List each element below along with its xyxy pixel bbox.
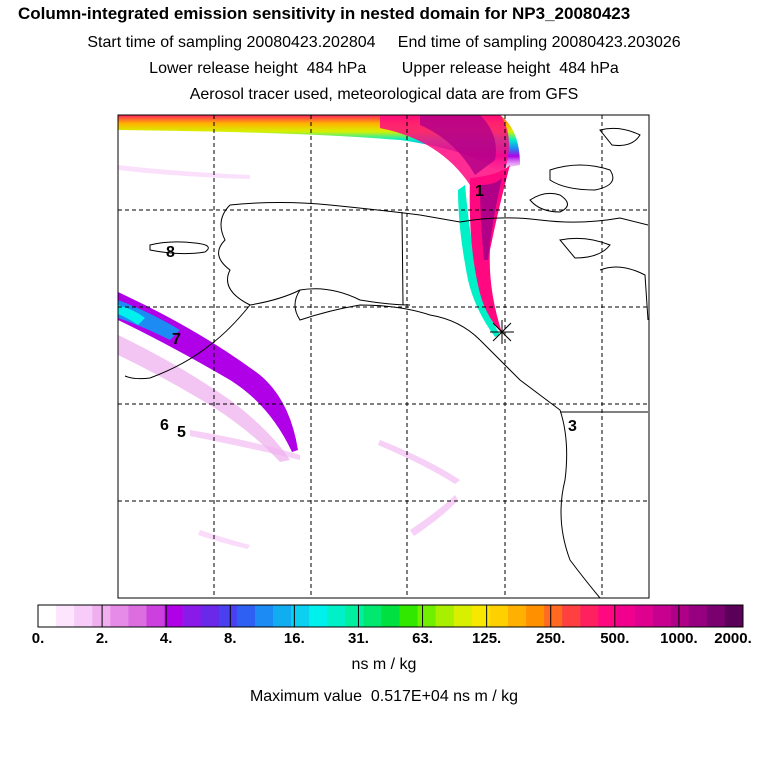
- color-scale-cell: [616, 605, 635, 627]
- plume-west-cyan2: [118, 305, 145, 325]
- sampling-times: Start time of sampling 20080423.202804 E…: [0, 34, 768, 52]
- color-scale-cell: [273, 605, 292, 627]
- faint-streak-2: [378, 440, 460, 484]
- color-scale-cell: [182, 605, 201, 627]
- borders: [401, 211, 648, 413]
- color-scale-cells: [38, 605, 744, 627]
- coastlines: [124, 127, 649, 598]
- color-scale-cell: [706, 605, 726, 627]
- color-scale-tick-label: 125.: [472, 630, 502, 647]
- start-time: Start time of sampling 20080423.202804: [87, 34, 376, 51]
- faint-streak-1: [190, 430, 300, 460]
- color-scale-tick-label: 2000.: [714, 630, 752, 647]
- color-scale-cell: [345, 605, 364, 627]
- color-scale-cell: [363, 605, 382, 627]
- color-scale-cell: [254, 605, 274, 627]
- color-scale-tick-label: 500.: [600, 630, 630, 647]
- coast-baffin: [529, 192, 568, 213]
- release-point-marker: [490, 320, 514, 344]
- color-scale-cell: [92, 605, 111, 627]
- color-scale-frame: [37, 604, 744, 628]
- color-scale-cell: [580, 605, 599, 627]
- color-scale-cell: [670, 605, 690, 627]
- release-label-6: 6: [160, 417, 169, 434]
- color-scale: [37, 604, 744, 628]
- coast-islands-4: [599, 127, 641, 146]
- map-frame: [117, 114, 650, 599]
- color-scale-cell: [652, 605, 671, 627]
- plume-descending: [458, 185, 500, 337]
- release-label-7: 7: [172, 331, 181, 348]
- color-scale-cell: [526, 605, 545, 627]
- color-scale-cell: [381, 605, 400, 627]
- color-scale-cell: [146, 605, 165, 627]
- plume-west-cyan: [118, 300, 180, 340]
- color-scale-tick-label: 0.: [31, 630, 45, 647]
- plot-title: Column-integrated emission sensitivity i…: [18, 4, 631, 23]
- coast-peninsula: [124, 304, 251, 380]
- release-label-1: 1: [475, 183, 484, 200]
- color-scale-cell: [544, 605, 563, 627]
- plume-descending-dark: [480, 178, 502, 260]
- coast-hudson: [599, 266, 649, 321]
- color-scale-cell: [724, 605, 744, 627]
- color-scale-cell: [634, 605, 653, 627]
- lat-lon-grid: [118, 115, 649, 598]
- color-scale-tick-label: 4.: [159, 630, 173, 647]
- plume-west-light: [118, 335, 290, 462]
- color-scale-cell: [562, 605, 581, 627]
- plume-core-inner: [420, 115, 496, 175]
- color-scale-cell: [164, 605, 183, 627]
- plume-descending-core: [469, 165, 510, 333]
- color-scale-cell: [291, 605, 310, 627]
- color-scale-cell: [417, 605, 436, 627]
- color-scale-tick-label: 2.: [95, 630, 109, 647]
- end-time: End time of sampling 20080423.203026: [397, 34, 681, 51]
- color-scale-cell: [453, 605, 473, 627]
- coast-islands-3: [559, 237, 611, 259]
- coast-gulf: [294, 289, 481, 341]
- coast-bc: [479, 339, 601, 598]
- color-scale-cell: [218, 605, 238, 627]
- color-scale-cell: [688, 605, 708, 627]
- faint-streak-5: [118, 165, 250, 179]
- color-scale-cell: [236, 605, 256, 627]
- upper-release-height: Upper release height 484 hPa: [401, 60, 619, 77]
- color-scale-tick-label: 31.: [348, 630, 369, 647]
- coast-islands-2: [549, 164, 614, 191]
- color-scale-cell: [309, 605, 328, 627]
- coast-arctic: [229, 202, 649, 226]
- color-scale-tick-label: 1000.: [660, 630, 698, 647]
- coast-islands-1: [149, 241, 209, 255]
- color-scale-cell: [200, 605, 220, 627]
- color-scale-cell: [110, 605, 129, 627]
- color-scale-cell: [327, 605, 346, 627]
- release-label-3: 3: [568, 418, 577, 435]
- border-alaska-canada: [401, 211, 404, 306]
- color-scale-cell: [489, 605, 509, 627]
- release-heights: Lower release height 484 hPa Upper relea…: [0, 60, 768, 78]
- color-scale-cell: [471, 605, 491, 627]
- lower-release-height: Lower release height 484 hPa: [149, 60, 367, 77]
- release-label-5: 5: [177, 424, 186, 441]
- color-scale-tick-label: 63.: [412, 630, 433, 647]
- color-scale-cell: [128, 605, 147, 627]
- color-scale-tick-label: 16.: [283, 630, 305, 647]
- color-scale-cell: [56, 605, 75, 627]
- color-scale-tick-label: 250.: [536, 630, 566, 647]
- release-label-8: 8: [166, 244, 175, 261]
- color-scale-cell: [399, 605, 418, 627]
- color-scale-cell: [435, 605, 455, 627]
- color-scale-tick-label: 8.: [224, 630, 237, 647]
- tracer-info: Aerosol tracer used, meteorological data…: [189, 86, 579, 103]
- color-scale-cell: [508, 605, 527, 627]
- color-scale-unit: ns m / kg: [351, 656, 417, 673]
- maximum-value: Maximum value 0.517E+04 ns m / kg: [249, 688, 519, 705]
- faint-streak-4: [198, 530, 250, 549]
- faint-streak-3: [410, 495, 458, 536]
- color-scale-cell: [38, 605, 57, 627]
- color-scale-cell: [74, 605, 93, 627]
- color-scale-cell: [598, 605, 617, 627]
